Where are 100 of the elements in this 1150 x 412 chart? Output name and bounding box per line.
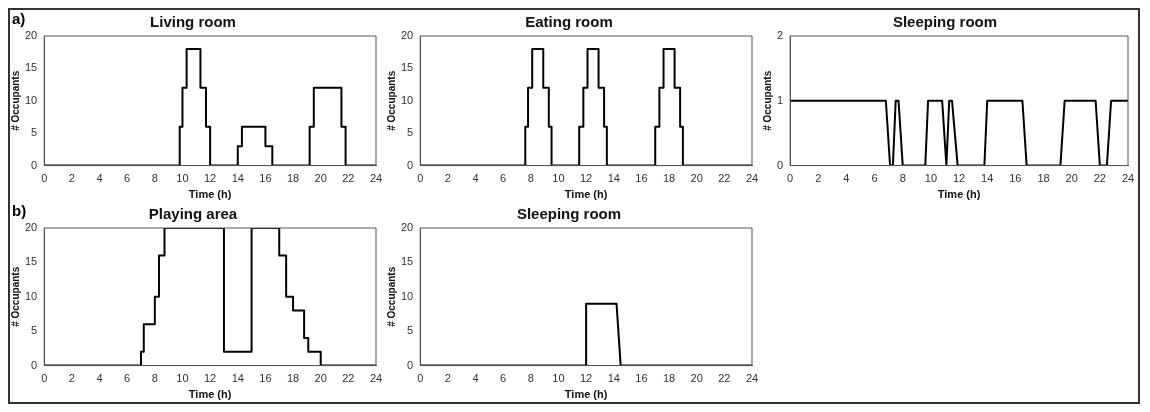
x-tick-label: 12 [203,372,217,385]
x-tick-label: 8 [151,372,158,385]
chart-title: Sleeping room [516,205,622,223]
y-tick-label: 0 [31,158,38,171]
x-tick-label: 8 [899,172,906,185]
y-tick-label: 10 [24,289,38,302]
x-axis-title: Time (h) [937,188,981,201]
x-tick-label: 24 [369,172,383,185]
x-tick-label: 2 [444,372,451,385]
y-axis-title: # Occupants [385,70,397,131]
x-tick-label: 16 [1009,172,1022,185]
x-tick-label: 10 [924,172,938,185]
x-tick-label: 22 [342,372,355,385]
x-axis-title: Time (h) [188,388,232,401]
y-tick-label: 0 [407,158,414,171]
y-tick-label: 20 [400,29,414,42]
x-tick-label: 0 [41,172,48,185]
x-tick-label: 16 [259,372,272,385]
y-tick-label: 15 [400,255,414,268]
x-tick-label: 4 [96,172,103,185]
x-tick-label: 22 [342,172,355,185]
x-tick-label: 22 [718,372,731,385]
x-tick-label: 20 [690,172,703,185]
y-tick-label: 5 [31,324,38,337]
x-tick-label: 14 [607,372,620,385]
y-tick-label: 5 [31,126,38,139]
chart-title: Sleeping room [892,13,998,31]
y-tick-label: 15 [400,61,414,74]
x-tick-label: 10 [176,372,189,385]
x-tick-label: 18 [1037,172,1050,185]
x-tick-label: 24 [745,172,759,185]
x-tick-label: 12 [579,372,593,385]
x-tick-label: 4 [472,372,479,385]
x-axis-title: Time (h) [564,388,608,401]
x-tick-label: 24 [369,372,383,385]
y-tick-label: 15 [24,61,38,74]
x-tick-label: 4 [96,372,103,385]
y-axis-title: # Occupants [385,266,397,327]
x-tick-label: 0 [41,372,48,385]
x-tick-label: 18 [662,172,676,185]
x-tick-label: 12 [952,172,966,185]
x-tick-label: 22 [718,172,731,185]
x-tick-label: 6 [871,172,878,185]
y-tick-label: 20 [24,221,38,234]
x-tick-label: 16 [635,172,648,185]
x-tick-label: 16 [635,372,648,385]
x-tick-label: 8 [151,172,158,185]
x-tick-label: 2 [815,172,822,185]
y-axis-title: # Occupants [9,70,21,131]
x-axis-title: Time (h) [564,188,608,201]
x-tick-label: 4 [843,172,850,185]
x-tick-label: 6 [500,172,507,185]
x-tick-label: 18 [662,372,676,385]
x-tick-label: 12 [203,172,217,185]
y-axis-title: # Occupants [9,266,21,327]
x-tick-label: 2 [68,372,75,385]
x-tick-label: 20 [314,372,327,385]
y-tick-label: 5 [407,126,414,139]
x-axis-title: Time (h) [188,188,232,201]
x-tick-label: 0 [417,372,424,385]
y-tick-label: 20 [400,221,414,234]
text: a) [12,10,26,27]
x-tick-label: 4 [472,172,479,185]
x-tick-label: 18 [286,372,300,385]
x-tick-label: 14 [607,172,620,185]
x-tick-label: 0 [787,172,794,185]
y-tick-label: 15 [24,255,38,268]
y-tick-label: 0 [407,358,414,371]
x-tick-label: 2 [444,172,451,185]
y-tick-label: 20 [24,29,38,42]
x-tick-label: 2 [68,172,75,185]
x-tick-label: 24 [1121,172,1135,185]
y-tick-label: 5 [407,324,414,337]
chart-title: Eating room [525,13,613,31]
x-tick-label: 14 [231,172,244,185]
x-tick-label: 6 [124,372,131,385]
y-tick-label: 1 [776,93,784,106]
x-tick-label: 20 [1065,172,1078,185]
x-tick-label: 8 [527,172,534,185]
x-tick-label: 18 [286,172,300,185]
y-tick-label: 10 [400,289,414,302]
x-tick-label: 10 [176,172,189,185]
chart-title: Living room [150,13,236,31]
x-tick-label: 8 [527,372,534,385]
x-tick-label: 10 [552,172,565,185]
x-tick-label: 12 [579,172,593,185]
x-tick-label: 22 [1093,172,1106,185]
y-tick-label: 2 [776,29,784,42]
x-tick-label: 14 [981,172,994,185]
y-tick-label: 10 [24,93,38,106]
y-tick-label: 0 [776,158,784,171]
text: b) [12,202,27,219]
y-tick-label: 10 [400,93,414,106]
x-tick-label: 6 [500,372,507,385]
x-tick-label: 20 [314,172,327,185]
y-tick-label: 0 [31,358,38,371]
x-tick-label: 20 [690,372,703,385]
x-tick-label: 10 [552,372,565,385]
chart-title: Playing area [148,205,238,223]
x-tick-label: 0 [417,172,424,185]
